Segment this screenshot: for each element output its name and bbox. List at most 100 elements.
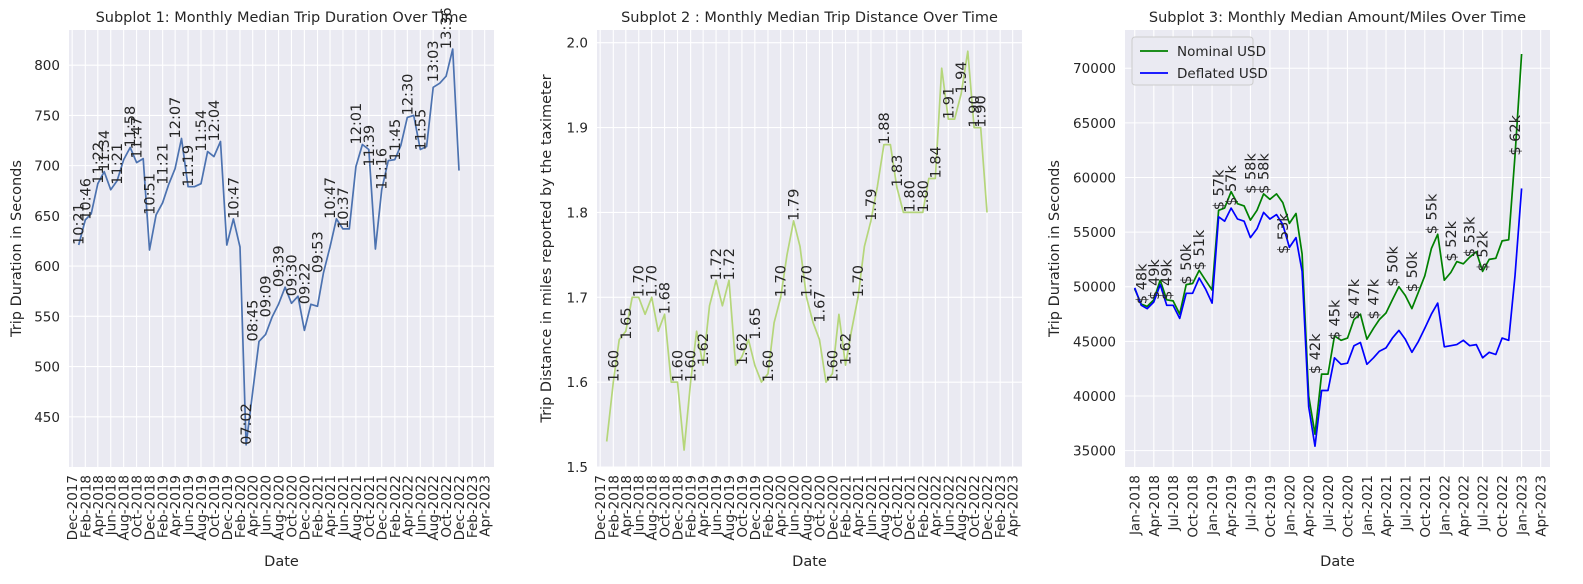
data-label: 1.60 xyxy=(606,350,622,382)
data-label: 11:45 xyxy=(388,119,404,161)
x-tick-label: Apr-2021 xyxy=(323,475,339,537)
data-label: 08:45 xyxy=(246,300,262,342)
x-tick-label: Apr-2022 xyxy=(1456,475,1472,537)
x-axis-label: Date xyxy=(264,554,299,570)
x-tick-label: Apr-2023 xyxy=(478,475,494,537)
y-tick-label: 450 xyxy=(34,410,60,426)
chart-title: Subplot 2 : Monthly Median Trip Distance… xyxy=(621,10,998,26)
x-tick-label: Feb-2023 xyxy=(465,475,481,538)
x-tick-label: Apr-2023 xyxy=(1006,475,1022,537)
x-tick-label: Jun-2018 xyxy=(104,475,120,536)
x-tick-label: Aug-2019 xyxy=(722,475,738,541)
data-label: 1.79 xyxy=(864,189,880,221)
x-tick-label: Aug-2020 xyxy=(800,475,816,541)
data-label: $ 50k xyxy=(1405,251,1421,292)
data-label: 1.80 xyxy=(916,180,932,212)
x-tick-label: Oct-2019 xyxy=(735,475,751,538)
x-tick-label: Dec-2020 xyxy=(297,475,313,540)
legend-label: Nominal USD xyxy=(1177,44,1266,60)
y-tick-label: 45000 xyxy=(1073,334,1116,350)
x-tick-label: Feb-2019 xyxy=(156,475,172,538)
data-label: $ 55k xyxy=(1424,193,1440,234)
data-label: 1.84 xyxy=(928,146,944,178)
x-tick-label: Oct-2020 xyxy=(284,475,300,538)
x-tick-label: Apr-2020 xyxy=(246,475,262,537)
x-tick-label: Dec-2021 xyxy=(375,475,391,540)
y-tick-label: 700 xyxy=(34,159,60,175)
x-tick-label: Apr-2019 xyxy=(696,475,712,537)
x-tick-label: Jan-2022 xyxy=(1437,475,1453,536)
x-tick-label: Oct-2020 xyxy=(812,475,828,538)
x-tick-label: Feb-2018 xyxy=(606,475,622,538)
x-tick-label: Feb-2023 xyxy=(993,475,1009,538)
data-label: 13:03 xyxy=(426,40,442,82)
x-tick-label: Oct-2021 xyxy=(890,475,906,538)
x-tick-label: Dec-2017 xyxy=(65,475,81,540)
x-tick-label: Dec-2018 xyxy=(671,475,687,540)
data-label: 12:01 xyxy=(349,103,365,145)
data-label: $ 62k xyxy=(1508,114,1524,155)
x-tick-label: Dec-2017 xyxy=(593,475,609,540)
series-line xyxy=(605,50,988,451)
data-label: 10:37 xyxy=(336,187,352,229)
data-label: 1.60 xyxy=(671,350,687,382)
y-tick-label: 500 xyxy=(34,360,60,376)
data-label: 11:22 xyxy=(91,142,107,184)
x-tick-label: Jul-2020 xyxy=(1321,475,1337,532)
x-tick-label: Apr-2022 xyxy=(928,475,944,537)
series-line xyxy=(1133,188,1523,448)
series-line xyxy=(77,48,460,446)
data-label: 10:46 xyxy=(78,178,94,220)
data-label: 12:07 xyxy=(168,97,184,139)
y-tick-label: 50000 xyxy=(1073,280,1116,296)
data-label: 1.70 xyxy=(645,265,661,297)
data-label: 1.90 xyxy=(974,95,990,127)
series-line xyxy=(1133,53,1523,436)
x-tick-label: Oct-2018 xyxy=(658,475,674,538)
data-label: $ 50k xyxy=(1385,245,1401,286)
data-label: $ 53k xyxy=(1463,216,1479,257)
chart-title: Subplot 3: Monthly Median Amount/Miles O… xyxy=(1149,10,1526,26)
x-tick-label: Oct-2019 xyxy=(207,475,223,538)
data-label: 1.60 xyxy=(761,350,777,382)
x-tick-label: Feb-2022 xyxy=(916,475,932,538)
data-label: $ 49k xyxy=(1160,259,1176,300)
data-label: 1.70 xyxy=(800,265,816,297)
x-tick-label: Jun-2021 xyxy=(336,475,352,536)
y-tick-label: 55000 xyxy=(1073,225,1116,241)
x-tick-label: Aug-2019 xyxy=(194,475,210,541)
y-axis-label: Trip Distance in miles reported by the t… xyxy=(539,74,555,423)
legend-label: Deflated USD xyxy=(1177,66,1268,82)
x-tick-label: Jan-2020 xyxy=(1282,475,1298,536)
data-label: 11:58 xyxy=(123,106,139,148)
x-tick-label: Aug-2020 xyxy=(272,475,288,541)
data-label: 11:39 xyxy=(362,125,378,167)
subplot-2: 1.51.61.71.81.92.0Dec-2017Feb-2018Apr-20… xyxy=(539,10,1022,570)
x-tick-label: Feb-2021 xyxy=(839,475,855,538)
x-tick-label: Jul-2019 xyxy=(1243,475,1259,532)
data-label: 09:09 xyxy=(259,276,275,318)
data-label: 1.62 xyxy=(735,333,751,365)
x-tick-label: Apr-2018 xyxy=(619,475,635,537)
x-tick-label: Jun-2022 xyxy=(413,475,429,536)
data-label: 1.91 xyxy=(941,87,957,119)
x-tick-label: Oct-2021 xyxy=(362,475,378,538)
x-tick-label: Aug-2021 xyxy=(877,475,893,541)
data-label: 1.83 xyxy=(890,155,906,187)
data-label: $ 58k xyxy=(1243,153,1259,194)
x-axis-label: Date xyxy=(1320,554,1355,570)
x-tick-label: Apr-2023 xyxy=(1534,475,1550,537)
data-label: 10:21 xyxy=(72,203,88,245)
subplot-1: 450 500 550 600 650 700 750 800 Dec-2017Feb-2018… xyxy=(9,7,494,570)
y-tick-label: 750 xyxy=(34,108,60,124)
data-label: 11:21 xyxy=(110,143,126,185)
x-tick-label: Jun-2021 xyxy=(864,475,880,536)
x-tick-label: Jun-2018 xyxy=(632,475,648,536)
x-tick-label: Jun-2022 xyxy=(941,475,957,536)
x-tick-label: Apr-2021 xyxy=(851,475,867,537)
x-tick-label: Jun-2020 xyxy=(259,475,275,536)
data-label: 1.62 xyxy=(696,333,712,365)
data-label: 10:47 xyxy=(323,177,339,219)
x-tick-label: Dec-2018 xyxy=(143,475,159,540)
y-tick-label: 2.0 xyxy=(567,36,588,52)
